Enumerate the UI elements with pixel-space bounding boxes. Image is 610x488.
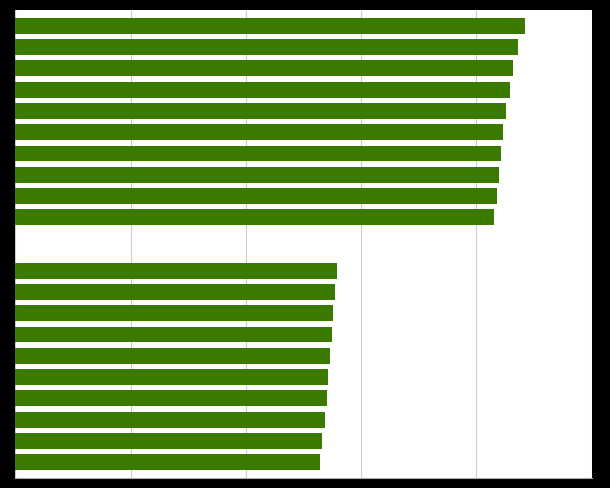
Bar: [15, 81, 510, 98]
Bar: [15, 209, 493, 225]
Bar: [15, 124, 503, 140]
Bar: [15, 390, 326, 407]
Bar: [15, 305, 334, 321]
Bar: [15, 284, 335, 300]
Bar: [15, 326, 332, 343]
Bar: [15, 39, 518, 55]
Bar: [15, 61, 513, 76]
Bar: [15, 145, 501, 162]
Bar: [15, 454, 320, 470]
Bar: [15, 103, 506, 119]
Bar: [15, 188, 497, 204]
Bar: [15, 412, 325, 427]
Bar: [15, 369, 328, 385]
Bar: [15, 263, 337, 279]
Bar: [15, 348, 330, 364]
Bar: [15, 433, 322, 449]
Bar: [15, 18, 525, 34]
Bar: [15, 167, 499, 183]
